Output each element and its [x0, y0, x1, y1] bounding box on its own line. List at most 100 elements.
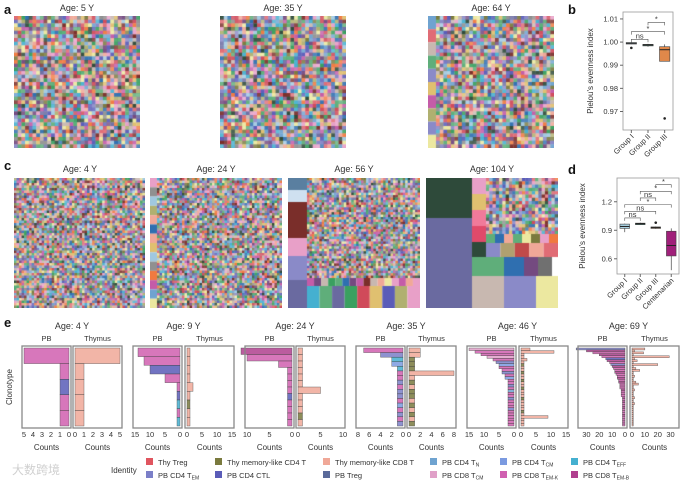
clonotype-panel: Age: 69 YPB Thymus 30 30 20 20 10 10 0 0 Counts Cou… [575, 321, 680, 452]
thymus-frame [406, 345, 457, 429]
x-axis-label: Counts [479, 443, 504, 452]
significance-bracket [655, 184, 672, 188]
panel-label-c: c [4, 158, 11, 173]
mosaic-title: Age: 64 Y [471, 3, 510, 13]
legend-item: Thy memory-like CD4 T [215, 458, 306, 467]
pb-bar [287, 419, 293, 427]
legend-swatch [146, 471, 153, 478]
y-tick-label: 0.6 [602, 254, 612, 263]
y-tick-label: 0.97 [603, 107, 618, 116]
x-tick-label: 30 [582, 430, 590, 439]
mosaic-title: Age: 56 Y [334, 164, 373, 174]
pb-label: PB [375, 334, 385, 343]
thymus-bar [186, 365, 191, 375]
significance-label: ns [636, 203, 644, 212]
pb-bar [149, 365, 181, 375]
thymus-bar [297, 360, 303, 368]
panel-label-b: b [568, 2, 576, 17]
pb-bar [622, 423, 626, 427]
y-axis-label: Clonotype [5, 368, 14, 405]
thymus-bar [631, 355, 670, 358]
pb-bar [278, 360, 293, 368]
x-tick-label: 0 [67, 430, 71, 439]
x-tick-label: 5 [163, 430, 167, 439]
pb-bar [507, 418, 515, 422]
pb-bar [611, 365, 626, 368]
pb-bar [246, 354, 293, 362]
pb-bar [492, 358, 515, 362]
thymus-frame [629, 345, 680, 429]
legend-swatch [215, 458, 222, 465]
pb-bar [592, 351, 626, 355]
pb-bar [397, 407, 404, 413]
thymus-bar [297, 393, 303, 401]
significance-label: ns [629, 210, 637, 219]
pb-bar [504, 373, 515, 377]
thymus-bar [631, 402, 635, 405]
outlier-point [663, 117, 666, 120]
thymus-bar [520, 379, 525, 383]
mosaic-age-4 [14, 178, 145, 308]
mosaic-age-5 [14, 16, 140, 148]
pb-bar [614, 369, 626, 372]
pb-bar [622, 400, 626, 403]
x-axis-label: Counts [531, 443, 556, 452]
thymus-bar [631, 359, 638, 362]
pb-bar [397, 412, 404, 418]
thymus-bar [297, 406, 303, 414]
x-tick-label: 10 [243, 430, 251, 439]
x-tick-label: 0 [178, 430, 182, 439]
legend-swatch [215, 471, 222, 478]
thymus-bar [408, 375, 415, 381]
thymus-bar [520, 386, 525, 390]
pb-label: PB [41, 334, 51, 343]
pb-bar [474, 350, 515, 354]
thymus-bar [631, 398, 634, 401]
thymus-bar [631, 419, 634, 423]
thymus-bar [74, 379, 85, 396]
thymus-bar [186, 373, 191, 383]
pb-bar [287, 373, 293, 381]
pb-bar [610, 363, 626, 366]
thymus-bar [631, 369, 640, 372]
mosaic-title: Age: 35 Y [263, 3, 302, 13]
thymus-bar [631, 377, 634, 380]
pb-bar [391, 361, 404, 367]
thymus-label: Thymus [196, 334, 223, 343]
pb-bar [622, 406, 626, 409]
pb-bar [397, 389, 404, 395]
pb-bar [176, 399, 181, 409]
thymus-bar [631, 392, 634, 396]
thymus-bar [631, 414, 634, 417]
thymus-frame [518, 345, 569, 429]
thymus-bar [186, 382, 194, 392]
significance-bracket [631, 31, 665, 35]
pb-label: PB [597, 334, 607, 343]
pb-bar [397, 398, 404, 404]
pb-bar [176, 382, 181, 392]
panel-label-a: a [4, 2, 12, 17]
significance-bracket [624, 204, 672, 208]
thymus-bar [520, 360, 525, 364]
significance-bracket [647, 22, 665, 26]
legend-swatch [323, 458, 330, 465]
pb-bar [287, 406, 293, 414]
thymus-bar [408, 347, 421, 353]
pb-label: PB [486, 334, 496, 343]
thymus-bar [297, 347, 303, 355]
pb-bar [622, 421, 626, 425]
legend-label: Thy memory-like CD8 T [335, 458, 414, 467]
thymus-bar [408, 393, 415, 399]
x-tick-label: 4 [31, 430, 35, 439]
thymus-bar [520, 363, 525, 367]
legend-subscript: EFF [617, 463, 626, 469]
pb-bar [507, 415, 515, 419]
pb-bar [59, 379, 70, 396]
significance-bracket [624, 217, 641, 221]
legend-subscript: EM [192, 476, 200, 482]
pb-bar [397, 370, 404, 376]
pb-bar [507, 402, 515, 406]
thymus-bar [631, 382, 639, 386]
